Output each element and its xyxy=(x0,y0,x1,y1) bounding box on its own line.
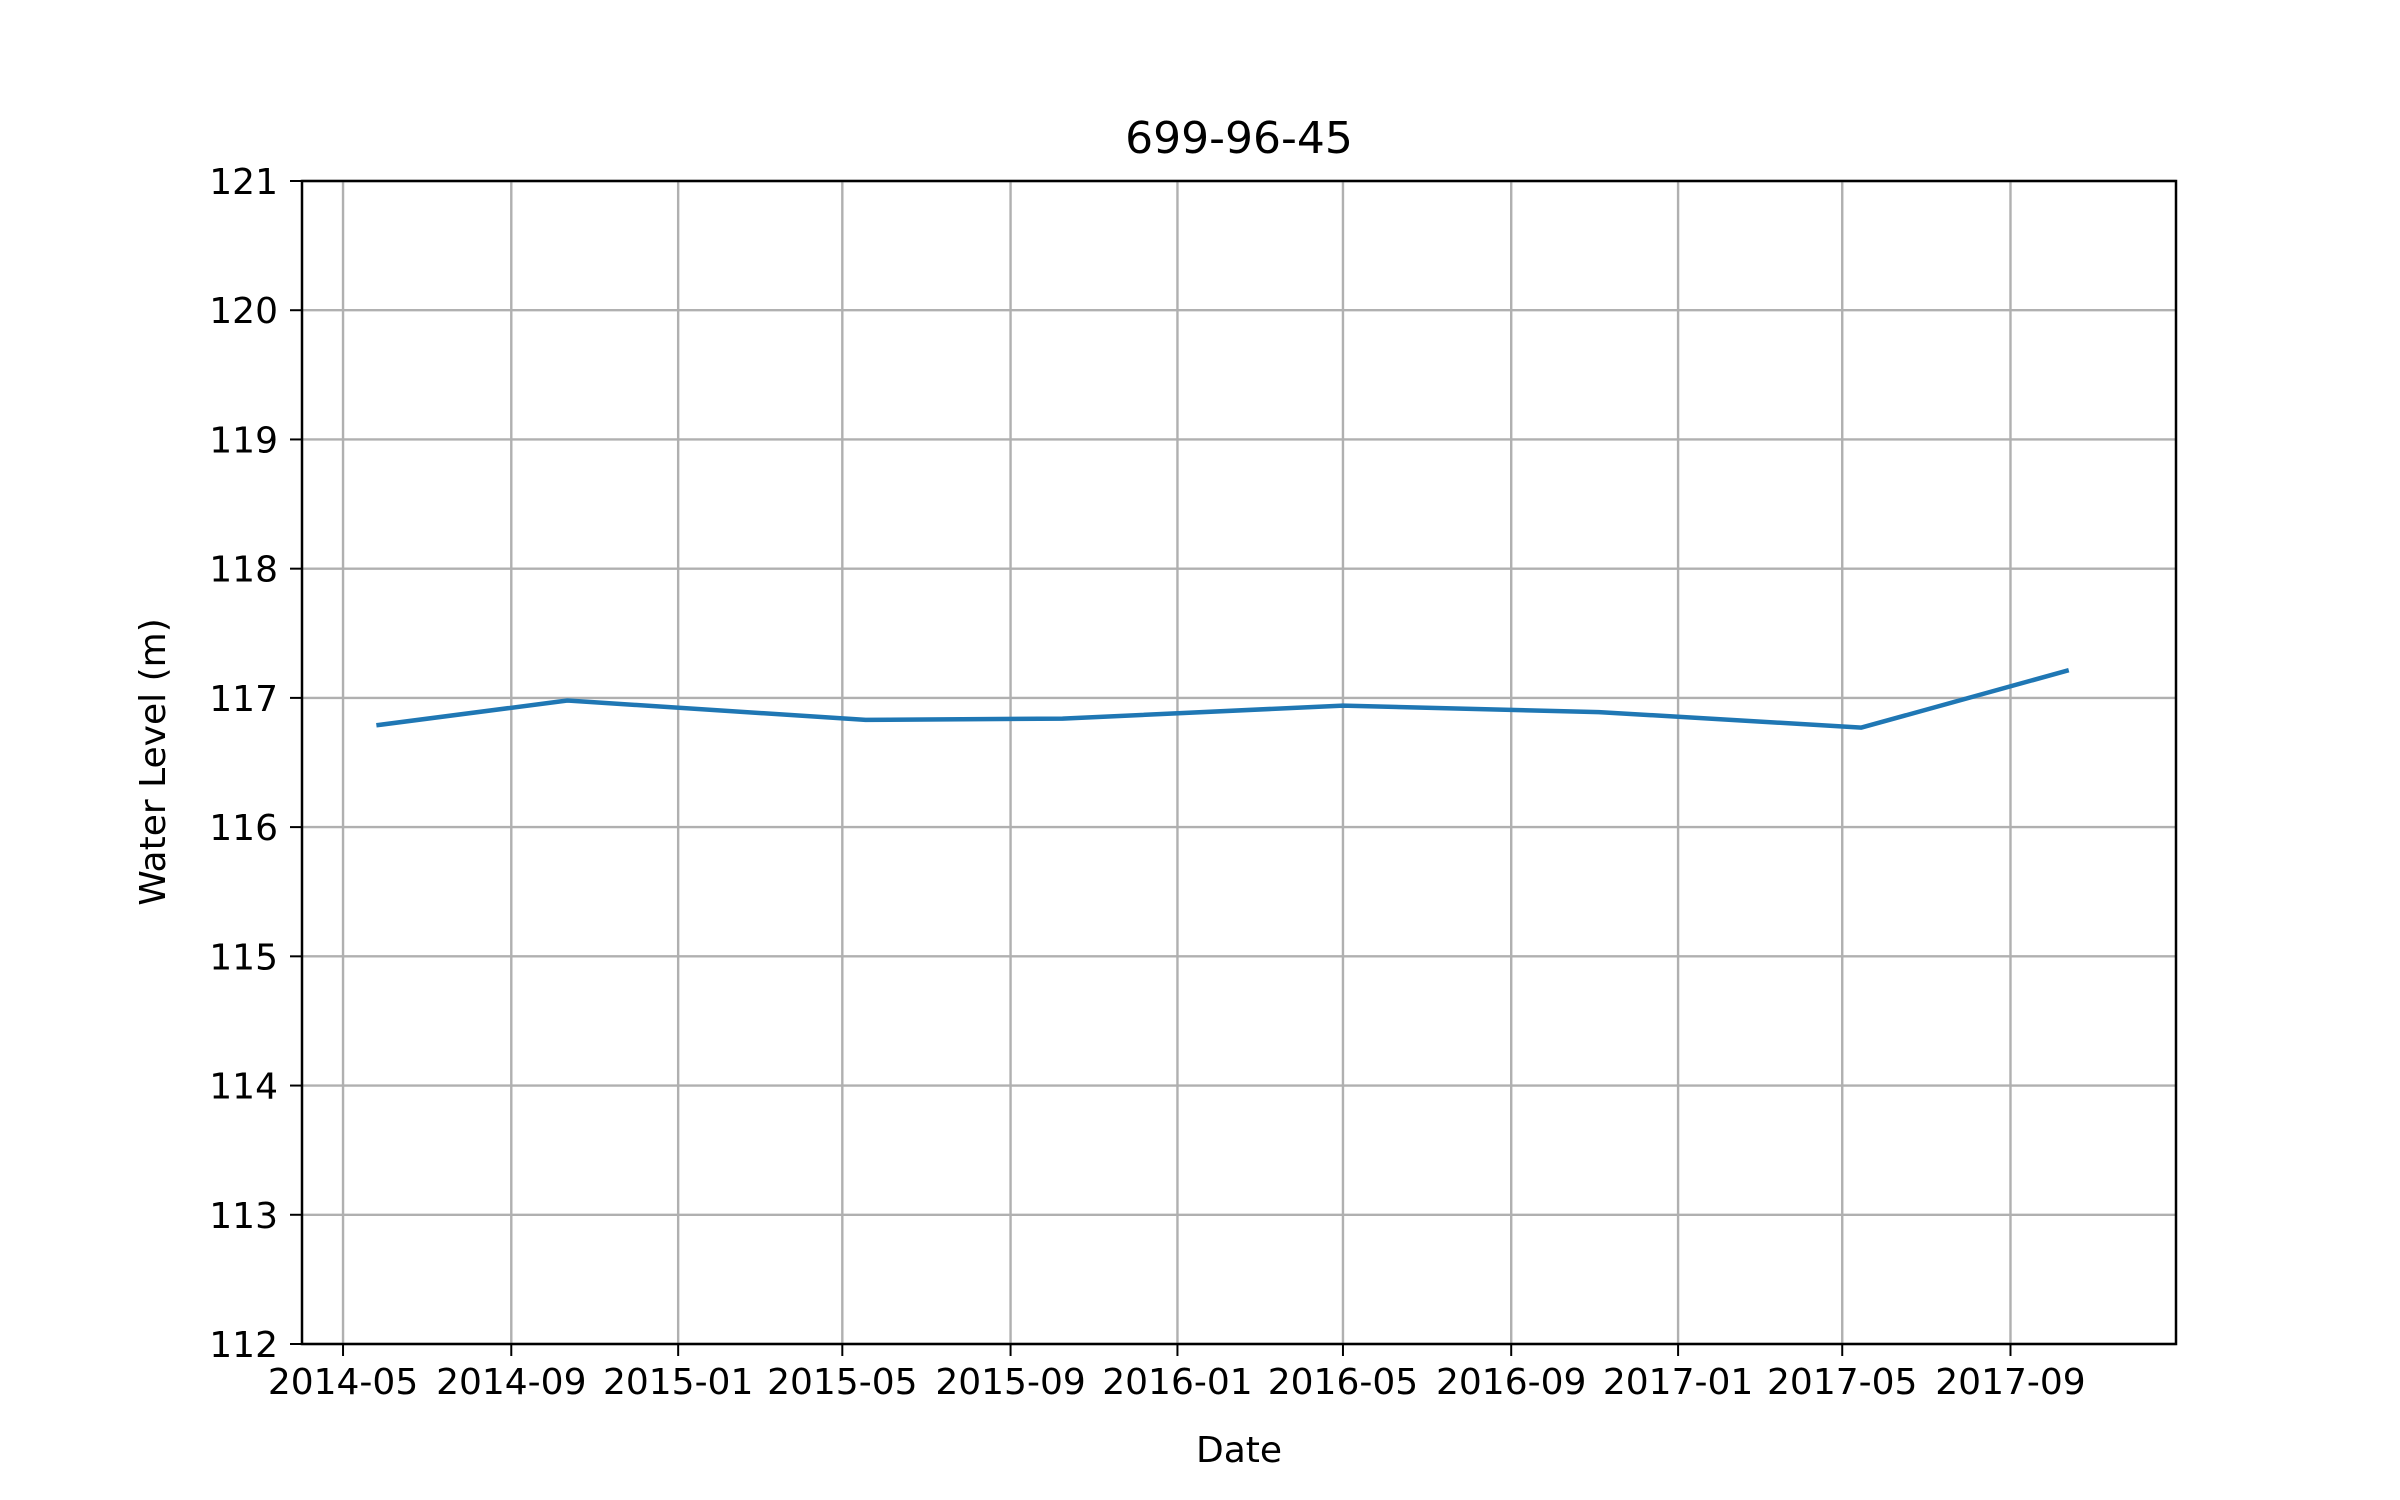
chart-title: 699-96-45 xyxy=(1125,113,1353,164)
x-tick-label: 2014-09 xyxy=(436,1362,586,1403)
y-tick-label: 116 xyxy=(209,808,278,849)
x-tick-label: 2015-05 xyxy=(767,1362,917,1403)
x-axis: 2014-05 2014-09 2015-01 2015-05 2015-09 2016-… xyxy=(268,1344,2086,1403)
y-tick-label: 115 xyxy=(209,937,278,978)
x-tick-label: 2016-01 xyxy=(1102,1362,1252,1403)
x-tick-label: 2016-09 xyxy=(1436,1362,1586,1403)
y-tick-label: 112 xyxy=(209,1325,278,1366)
y-axis-title: Water Level (m) xyxy=(133,618,174,906)
series-line xyxy=(376,668,2070,730)
series-layer xyxy=(376,668,2070,730)
x-tick-label: 2015-01 xyxy=(603,1362,753,1403)
x-tick-label: 2015-09 xyxy=(935,1362,1085,1403)
grid xyxy=(302,179,2176,1346)
x-tick-label: 2017-01 xyxy=(1603,1362,1753,1403)
x-tick-label: 2014-05 xyxy=(268,1362,418,1403)
x-tick-label: 2017-09 xyxy=(1935,1362,2085,1403)
y-tick-label: 121 xyxy=(209,162,278,203)
x-axis-title: Date xyxy=(1196,1430,1282,1471)
y-tick-label: 120 xyxy=(209,291,278,332)
plot-frame xyxy=(300,179,2178,1346)
y-tick-label: 118 xyxy=(209,550,278,591)
x-tick-label: 2017-05 xyxy=(1767,1362,1917,1403)
y-tick-label: 119 xyxy=(209,420,278,461)
y-axis: 112 113 114 115 116 117 118 119 120 121 xyxy=(209,162,302,1366)
x-tick-label: 2016-05 xyxy=(1268,1362,1418,1403)
y-tick-label: 114 xyxy=(209,1067,278,1108)
y-tick-label: 117 xyxy=(209,679,278,720)
y-tick-label: 113 xyxy=(209,1196,278,1237)
